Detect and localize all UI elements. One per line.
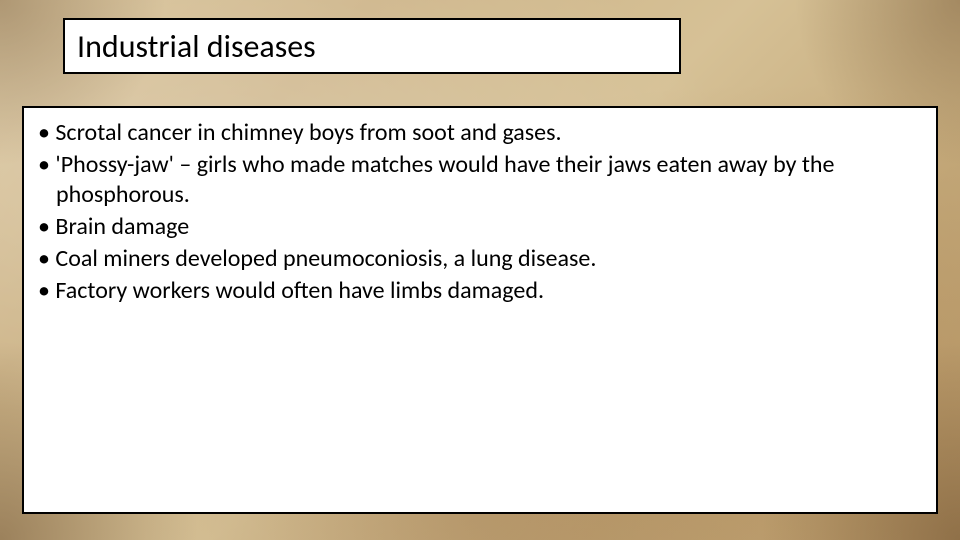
content-box: Scrotal cancer in chimney boys from soot… xyxy=(22,106,938,514)
list-item: Brain damage xyxy=(38,212,922,242)
bullet-list: Scrotal cancer in chimney boys from soot… xyxy=(38,118,922,306)
list-item: Scrotal cancer in chimney boys from soot… xyxy=(38,118,922,148)
list-item: 'Phossy-jaw' – girls who made matches wo… xyxy=(38,150,922,210)
list-item: Coal miners developed pneumoconiosis, a … xyxy=(38,244,922,274)
list-item: Factory workers would often have limbs d… xyxy=(38,276,922,306)
slide-title: Industrial diseases xyxy=(77,27,316,66)
title-box: Industrial diseases xyxy=(63,18,681,74)
